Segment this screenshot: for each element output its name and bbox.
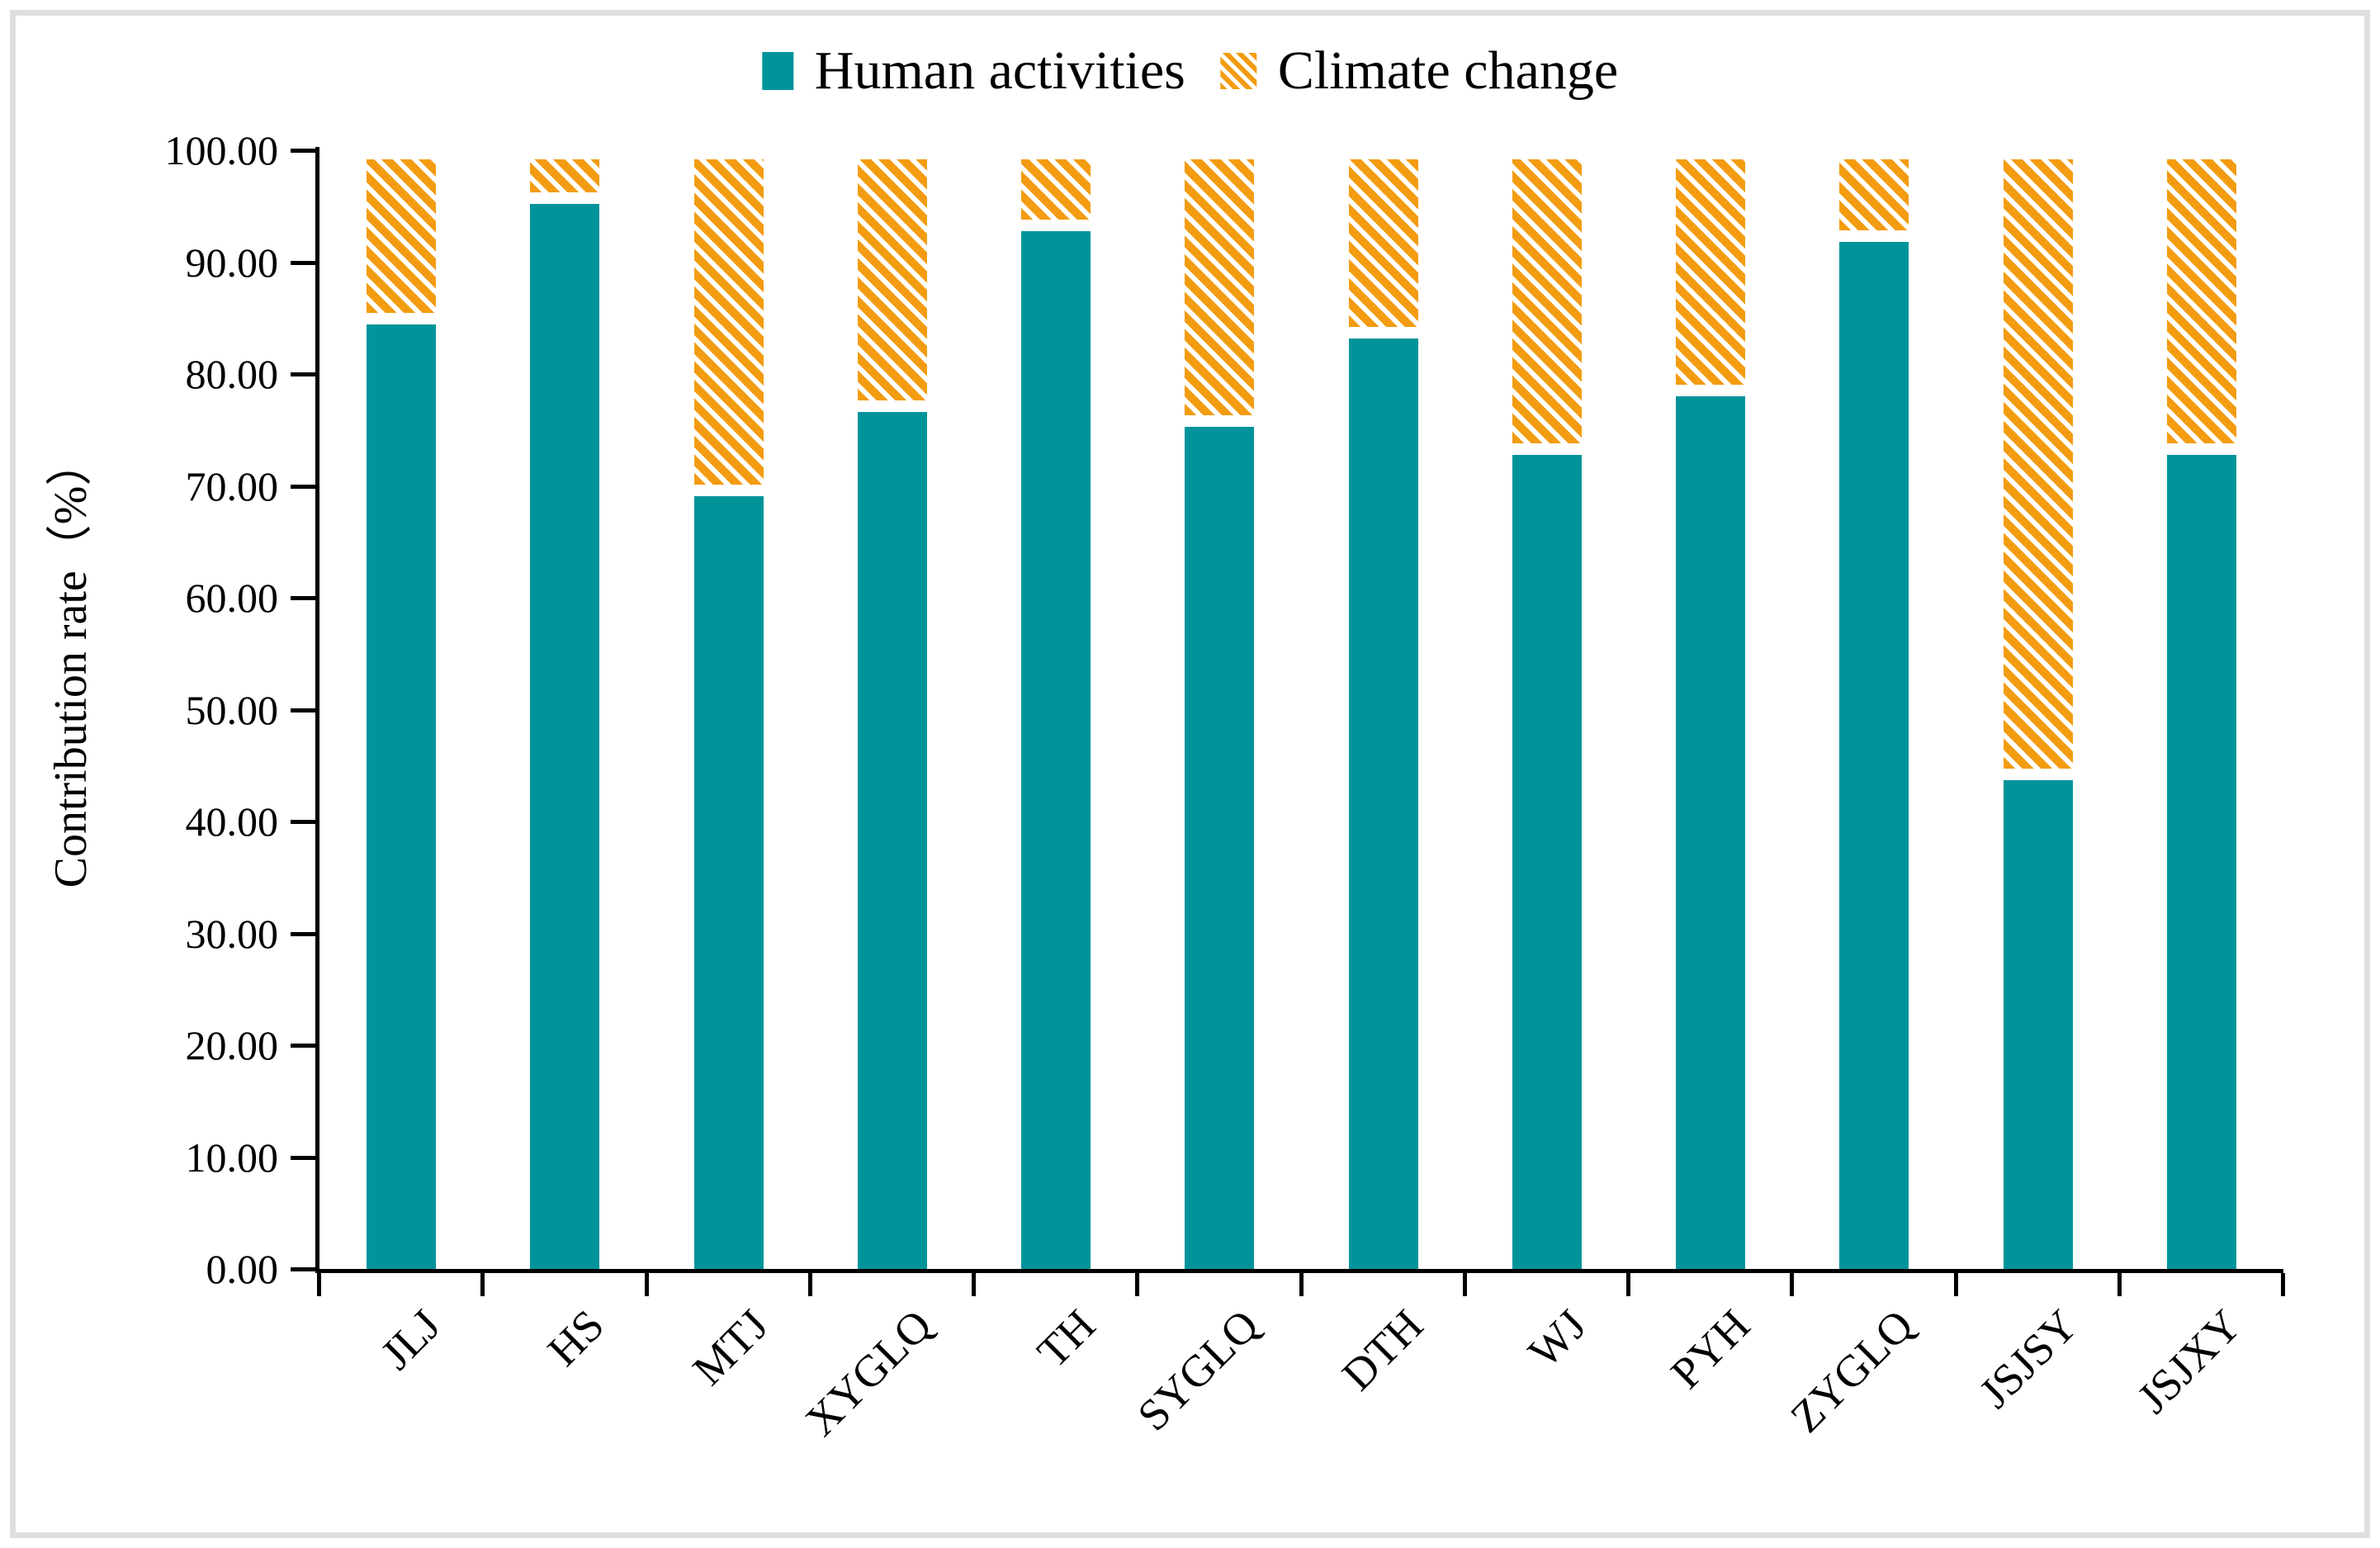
bar-climate-change — [530, 159, 600, 193]
legend-label-human-activities: Human activities — [814, 40, 1185, 101]
x-tick — [1790, 1273, 1795, 1296]
bar-human-activities — [1839, 242, 1909, 1269]
bar-human-activities — [1676, 396, 1746, 1269]
bar-climate-change — [1512, 159, 1582, 443]
bar-climate-change — [2003, 159, 2073, 769]
bar-climate-change — [1348, 159, 1418, 327]
bar-climate-change — [1676, 159, 1746, 386]
y-tick-label: 90.00 — [185, 239, 279, 286]
bar-climate-change — [857, 159, 927, 401]
y-tick — [291, 596, 315, 600]
y-tick — [291, 1267, 315, 1271]
y-tick — [291, 931, 315, 936]
bar-human-activities — [2003, 779, 2073, 1269]
bar-human-activities — [2166, 454, 2236, 1269]
y-tick-label: 60.00 — [185, 575, 279, 621]
x-category-label: MTJ — [683, 1299, 778, 1395]
y-tick-label: 10.00 — [185, 1134, 279, 1181]
bar-climate-change — [2166, 159, 2236, 443]
bar-climate-change — [1021, 159, 1091, 220]
y-tick-label: 80.00 — [185, 351, 279, 397]
x-tick — [317, 1273, 321, 1296]
x-category-label: SYGLQ — [1128, 1299, 1269, 1441]
y-tick-label: 50.00 — [185, 686, 279, 733]
y-tick — [291, 1155, 315, 1160]
y-tick — [291, 372, 315, 376]
bar-climate-change — [1839, 159, 1909, 231]
y-tick — [291, 1044, 315, 1048]
bar-human-activities — [1021, 230, 1091, 1269]
y-tick-label: 30.00 — [185, 910, 279, 957]
x-tick — [644, 1273, 649, 1296]
legend-swatch-climate-change — [1219, 53, 1256, 89]
bar-human-activities — [1185, 426, 1255, 1269]
figure-border — [10, 10, 2370, 1538]
x-category-label: JLJ — [371, 1299, 451, 1380]
x-category-label: TH — [1027, 1299, 1105, 1378]
x-tick — [480, 1273, 485, 1296]
y-axis-line — [315, 147, 319, 1273]
y-tick-label: 100.00 — [164, 127, 279, 173]
x-category-label: PYH — [1661, 1299, 1760, 1399]
bar-climate-change — [367, 159, 437, 314]
bar-human-activities — [530, 204, 600, 1269]
x-category-label: DTH — [1332, 1299, 1432, 1400]
x-category-label: WJ — [1518, 1299, 1597, 1378]
y-tick — [291, 820, 315, 824]
bar-human-activities — [1348, 338, 1418, 1269]
x-tick — [1462, 1273, 1467, 1296]
y-tick — [291, 708, 315, 712]
x-category-label: HS — [538, 1299, 614, 1375]
y-tick-label: 40.00 — [185, 798, 279, 845]
legend: Human activities Climate change — [761, 40, 1619, 102]
x-tick — [1299, 1273, 1304, 1296]
x-tick — [807, 1273, 812, 1296]
bar-human-activities — [693, 495, 764, 1269]
x-category-label: XYGLQ — [795, 1299, 942, 1446]
y-tick-label: 70.00 — [185, 462, 279, 509]
y-tick — [291, 260, 315, 265]
bar-human-activities — [1512, 454, 1582, 1269]
x-category-label: ZYGLQ — [1781, 1299, 1923, 1442]
y-tick — [291, 149, 315, 153]
y-tick-label: 0.00 — [206, 1246, 279, 1292]
x-axis-line — [315, 1269, 2283, 1273]
bar-climate-change — [693, 159, 764, 485]
legend-item-human-activities: Human activities — [761, 40, 1185, 102]
x-tick — [2117, 1273, 2122, 1296]
x-tick — [1626, 1273, 1630, 1296]
x-tick — [1953, 1273, 1958, 1296]
y-tick — [291, 484, 315, 489]
bar-climate-change — [1185, 159, 1255, 415]
bar-human-activities — [857, 412, 927, 1269]
legend-item-climate-change: Climate change — [1219, 40, 1619, 102]
x-tick — [972, 1273, 976, 1296]
legend-swatch-human-activities — [761, 52, 793, 90]
legend-label-climate-change: Climate change — [1277, 40, 1619, 101]
y-tick-label: 20.00 — [185, 1022, 279, 1068]
x-category-label: JSJSY — [1969, 1299, 2087, 1418]
x-tick — [1135, 1273, 1140, 1296]
x-tick — [2281, 1273, 2285, 1296]
x-category-label: JSJXY — [2127, 1299, 2251, 1423]
bar-human-activities — [367, 324, 437, 1269]
